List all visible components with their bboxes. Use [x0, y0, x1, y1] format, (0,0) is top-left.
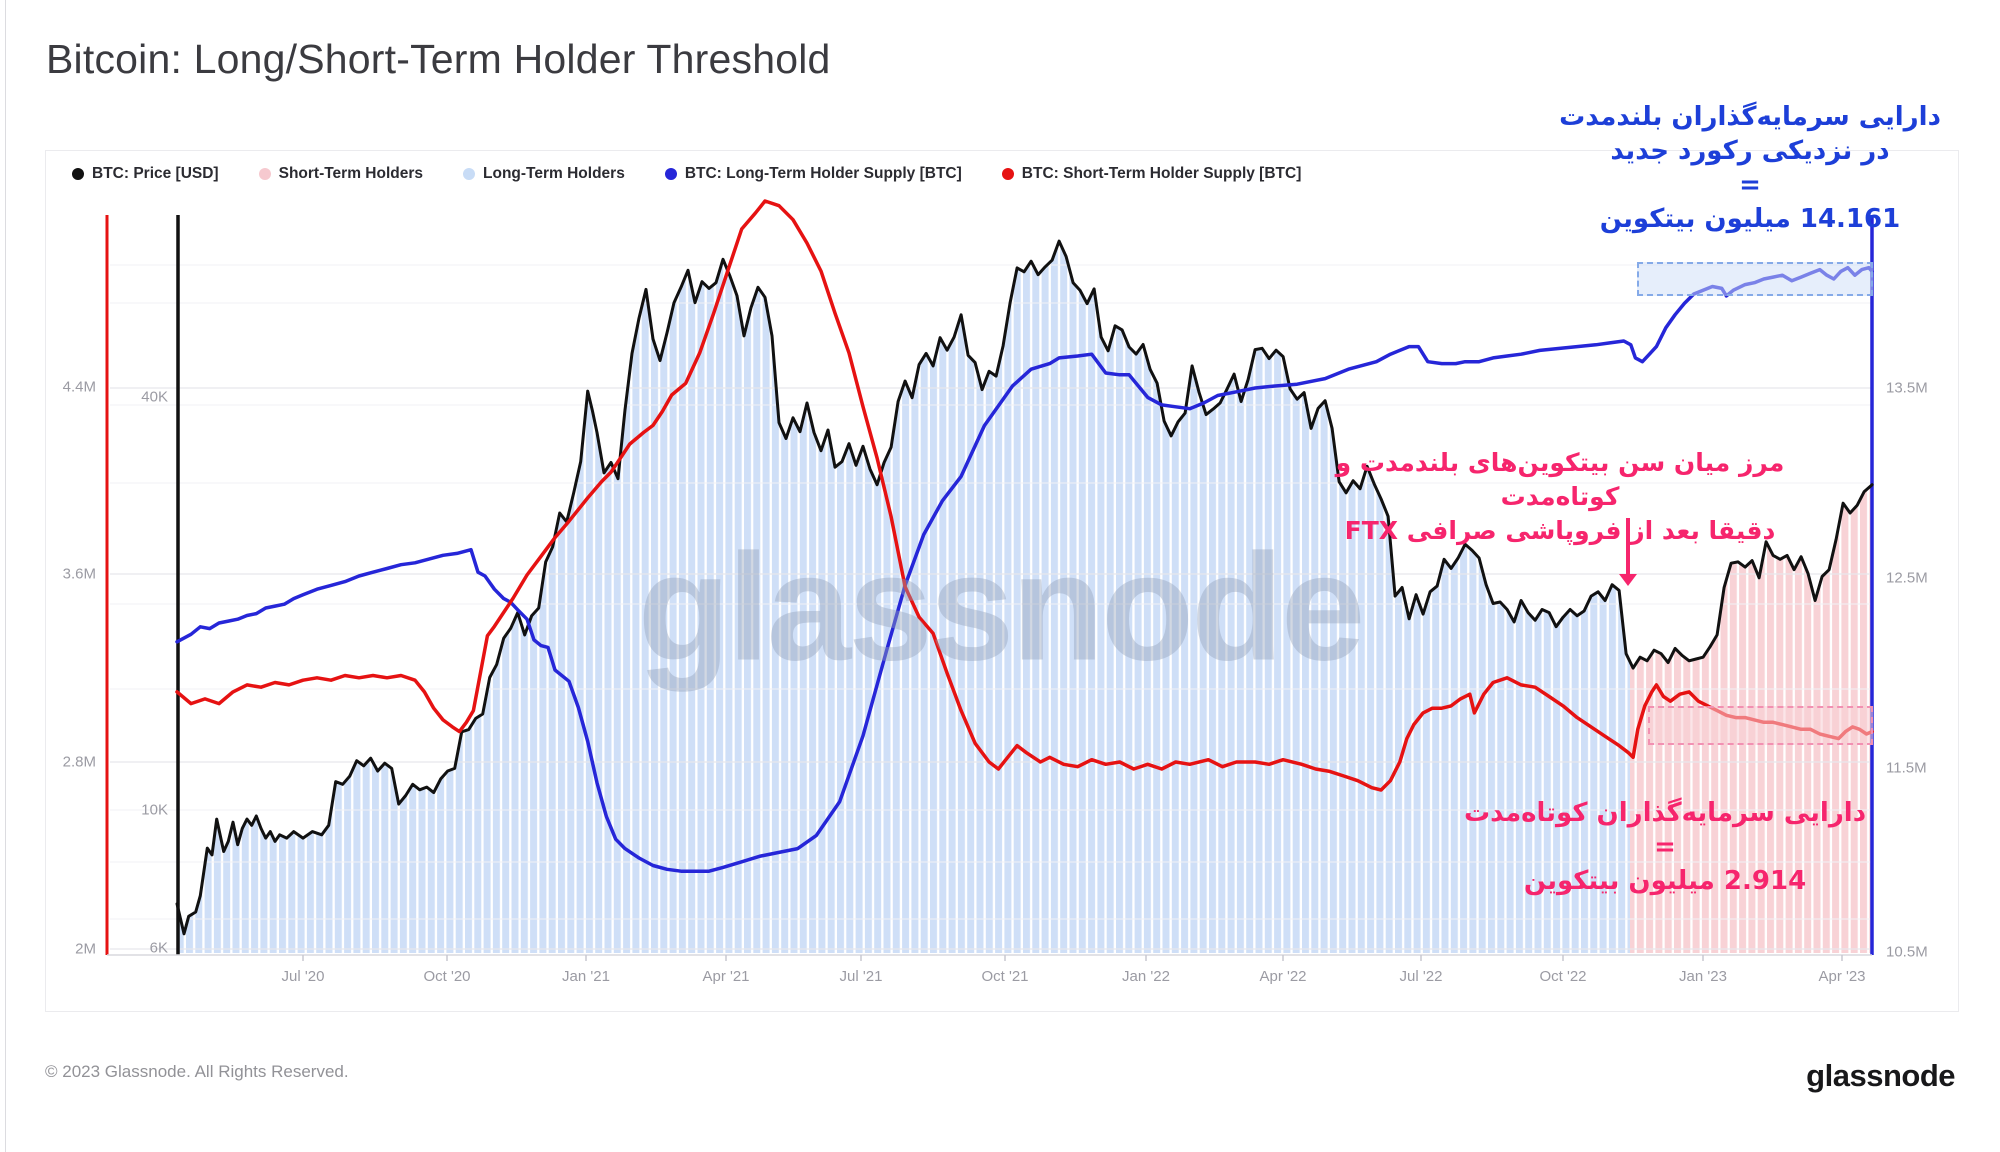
annotation-line: 2.914 میلیون بیتکوین [1523, 866, 1807, 896]
annotation-line: = [1739, 170, 1761, 200]
legend-label: Long-Term Holders [483, 165, 625, 182]
axis-tick-label: 40K [141, 388, 168, 406]
x-axis-label: Apr '23 [1818, 968, 1866, 985]
gridlines [110, 264, 1872, 950]
legend-item-2[interactable]: Long-Term Holders [463, 165, 625, 183]
annotation-lth-record: دارایی سرمایه‌گذاران بلندمدت در نزدیکی رک… [1545, 100, 1955, 236]
legend-label: BTC: Price [USD] [92, 165, 219, 182]
axis-tick-label: 10.5M [1886, 943, 1928, 961]
axis-tick-label: 13.5M [1886, 379, 1928, 397]
legend-item-3[interactable]: BTC: Long-Term Holder Supply [BTC] [664, 165, 962, 183]
axis-tick-label: 2.8M [62, 753, 96, 771]
sth-highlight-box [1648, 706, 1873, 745]
x-axis-label: Jan '22 [1122, 968, 1170, 985]
x-axis-label: Jul '21 [839, 968, 883, 985]
annotation-line: دقیقا بعد از فروپاشی صرافی FTX [1344, 516, 1776, 545]
x-axis-label: Oct '20 [423, 968, 471, 985]
annotation-line: در نزدیکی رکورد جدید [1610, 136, 1890, 166]
annotation-line: مرز میان سن بیتکوین‌های بلندمدت و کوتاه‌… [1335, 448, 1785, 511]
annotation-line: دارایی سرمایه‌گذاران بلندمدت [1559, 102, 1941, 132]
x-axis-label: Jan '23 [1679, 968, 1727, 985]
legend-dot-icon [664, 168, 677, 180]
annotation-ftx-threshold: مرز میان سن بیتکوین‌های بلندمدت و کوتاه‌… [1300, 446, 1820, 548]
legend-item-0[interactable]: BTC: Price [USD] [72, 165, 219, 183]
copyright-text: © 2023 Glassnode. All Rights Reserved. [45, 1062, 349, 1081]
legend-label: BTC: Short-Term Holder Supply [BTC] [1021, 165, 1302, 182]
x-axis-label: Apr '21 [702, 968, 750, 985]
annotation-line: = [1654, 832, 1676, 862]
legend-label: BTC: Long-Term Holder Supply [BTC] [684, 165, 962, 182]
annotation-line: دارایی سرمایه‌گذاران کوتاه‌مدت [1463, 798, 1867, 828]
legend-dot-icon [258, 168, 271, 180]
axis-tick-label: 12.5M [1886, 569, 1928, 587]
legend-item-4[interactable]: BTC: Short-Term Holder Supply [BTC] [1001, 165, 1302, 183]
axis-tick-label: 2M [75, 940, 96, 958]
axis-tick-label: 3.6M [62, 565, 96, 583]
x-axis-label: Oct '22 [1539, 968, 1587, 985]
glassnode-logo[interactable]: glassnode [1806, 1058, 1955, 1093]
x-axis-label: Oct '21 [981, 968, 1029, 985]
page-left-border [5, 0, 6, 1152]
page-title: Bitcoin: Long/Short-Term Holder Threshol… [46, 36, 831, 82]
axis-lines [105, 215, 1874, 961]
lth-record-highlight-box [1637, 262, 1873, 296]
legend-dot-icon [1001, 168, 1014, 180]
x-axis-label: Jul '20 [281, 968, 325, 985]
legend-item-1[interactable]: Short-Term Holders [258, 165, 424, 183]
chart-legend: BTC: Price [USD] Short-Term Holders Long-T… [72, 160, 1301, 188]
x-axis-label: Jan '21 [562, 968, 610, 985]
axis-tick-label: 10K [141, 801, 168, 819]
annotation-sth-holdings: دارایی سرمایه‌گذاران کوتاه‌مدت = 2.914 میل… [1455, 796, 1875, 898]
legend-dot-icon [72, 168, 84, 180]
axis-tick-label: 6K [149, 939, 168, 957]
axis-tick-label: 4.4M [62, 378, 96, 396]
x-axis-label: Jul '22 [1399, 968, 1443, 985]
legend-label: Short-Term Holders [278, 165, 424, 182]
legend-dot-icon [463, 168, 476, 180]
x-axis-label: Apr '22 [1259, 968, 1307, 985]
axis-tick-label: 11.5M [1886, 759, 1927, 777]
ftx-arrow [1619, 518, 1637, 586]
annotation-line: 14.161 میلیون بیتکوین [1599, 204, 1901, 234]
